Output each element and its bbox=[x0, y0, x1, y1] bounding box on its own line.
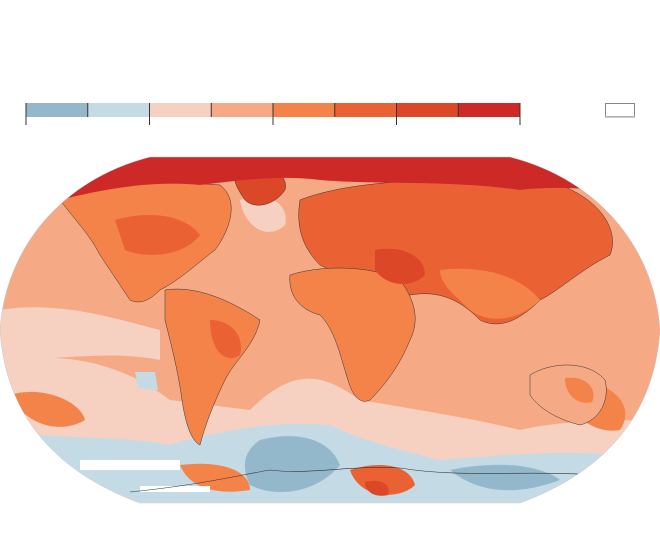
land-australia-warm bbox=[565, 377, 594, 403]
no-data-region bbox=[80, 460, 180, 470]
land-south-america bbox=[164, 288, 261, 446]
ocean-region-light bbox=[240, 196, 286, 232]
southern-ocean-region-cold bbox=[450, 464, 560, 491]
world-map bbox=[0, 156, 660, 504]
ocean-region-cold bbox=[135, 372, 158, 390]
no-data-region bbox=[140, 486, 210, 492]
legend-bin bbox=[458, 103, 520, 117]
arctic-region bbox=[0, 157, 660, 210]
legend-bin bbox=[273, 103, 335, 117]
land-australia bbox=[529, 364, 607, 426]
no-data-swatch bbox=[605, 103, 635, 117]
color-legend bbox=[25, 103, 635, 125]
antarctic-region-hot bbox=[365, 480, 389, 496]
southern-ocean-region-cold bbox=[244, 436, 340, 493]
ocean-region-warm bbox=[10, 391, 85, 427]
legend-bin bbox=[396, 103, 459, 117]
legend-bin bbox=[87, 103, 150, 117]
legend-bin bbox=[26, 103, 88, 117]
legend-bin bbox=[334, 103, 397, 117]
land-middle-east-warm bbox=[375, 248, 425, 285]
land-south-america-warm bbox=[210, 320, 241, 359]
land-antarctica bbox=[129, 467, 621, 503]
legend-bin bbox=[211, 103, 273, 117]
land-asia-south bbox=[440, 268, 540, 319]
antarctic-region-warm bbox=[180, 463, 250, 492]
legend-bin bbox=[149, 103, 212, 117]
land-north-america-warm bbox=[115, 215, 200, 255]
ocean-region-light bbox=[0, 307, 160, 360]
